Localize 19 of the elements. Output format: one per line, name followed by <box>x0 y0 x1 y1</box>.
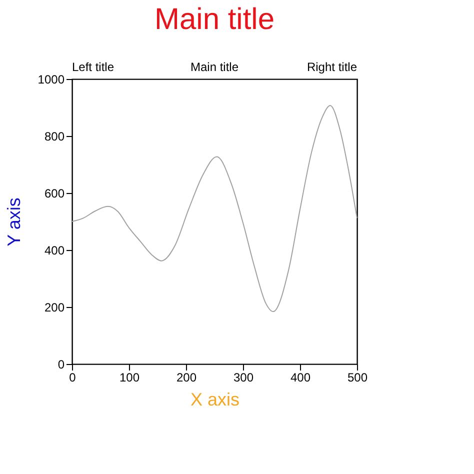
y-tick-label: 1000 <box>38 72 65 86</box>
y-tick-label: 800 <box>44 130 65 144</box>
y-tick-label: 0 <box>58 358 65 372</box>
x-tick-label: 200 <box>176 370 197 384</box>
x-tick-label: 300 <box>233 370 254 384</box>
text: Left title <box>72 60 114 74</box>
x-tick-label: 400 <box>290 370 311 384</box>
x-tick-label: 500 <box>347 370 368 384</box>
x-tick-label: 0 <box>69 370 76 384</box>
text: Main title <box>190 60 239 74</box>
y-axis-title: Y axis <box>4 198 24 246</box>
line-series <box>72 105 358 312</box>
y-tick-label: 600 <box>44 186 65 200</box>
text: Right title <box>306 60 358 74</box>
y-tick-label: 200 <box>44 300 65 314</box>
y-tick-label: 400 <box>44 244 65 258</box>
x-axis-title: X axis <box>190 390 240 410</box>
chart-title: Main title <box>154 3 275 36</box>
x-tick-label: 100 <box>119 370 140 384</box>
